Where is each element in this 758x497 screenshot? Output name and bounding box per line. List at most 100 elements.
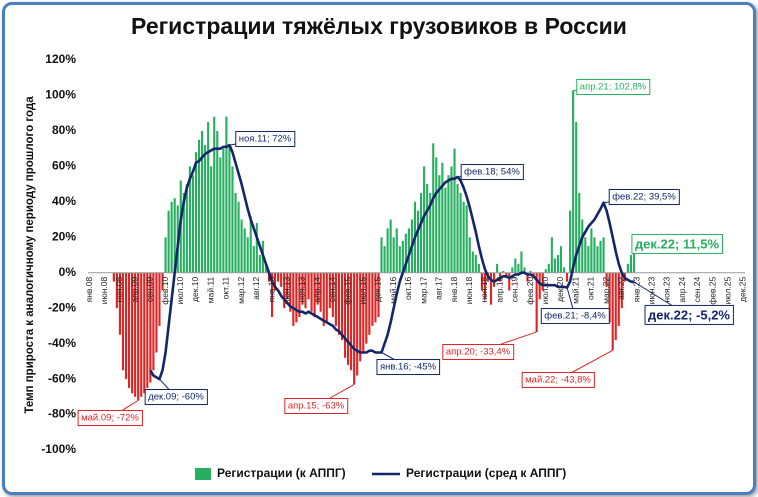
- bar: [526, 272, 529, 282]
- annotation-box: [460, 164, 524, 181]
- bar: [310, 272, 313, 312]
- bar: [234, 192, 237, 273]
- bar: [131, 272, 134, 394]
- x-tick-label: сен.24: [692, 276, 702, 302]
- bar: [632, 252, 636, 273]
- bar: [450, 166, 453, 273]
- bar: [167, 210, 170, 273]
- bar: [444, 187, 447, 273]
- bar: [416, 210, 420, 273]
- bar: [523, 267, 526, 273]
- bar: [155, 272, 158, 353]
- bar: [371, 272, 374, 326]
- x-tick-label: ноя.18: [479, 276, 489, 302]
- y-tick-label: -80%: [48, 407, 76, 421]
- bar: [277, 272, 280, 282]
- x-tick-label: май.21: [570, 276, 580, 303]
- bar: [550, 237, 553, 273]
- bar: [307, 272, 310, 300]
- bar: [359, 272, 362, 362]
- bar: [353, 272, 356, 385]
- bar: [313, 272, 316, 318]
- y-tick-label: -100%: [41, 442, 76, 456]
- bar: [173, 198, 176, 273]
- bar: [456, 184, 459, 273]
- x-tick-label: апр.24: [677, 276, 687, 302]
- bar: [407, 228, 410, 273]
- bar: [115, 272, 118, 309]
- y-tick-label: 40%: [52, 194, 76, 208]
- annotation: май.09; -72%: [77, 399, 143, 427]
- bar: [164, 237, 167, 273]
- bar: [258, 255, 261, 273]
- bar: [356, 272, 359, 376]
- bar: [541, 272, 544, 291]
- bar: [237, 201, 240, 273]
- y-tick-label: -20%: [48, 300, 76, 314]
- x-tick-label: июн.18: [464, 276, 474, 304]
- data-label: ноя.11; 72%: [239, 134, 292, 145]
- y-tick-label: -40%: [48, 336, 76, 350]
- x-tick-label: фев.15: [342, 276, 352, 304]
- bar: [514, 258, 517, 273]
- annotation: май.22; -43,8%: [521, 349, 613, 389]
- bar: [185, 184, 188, 273]
- bar: [222, 148, 225, 273]
- bar: [547, 263, 550, 273]
- bar: [304, 272, 307, 309]
- bar: [146, 272, 149, 388]
- bar: [587, 246, 590, 273]
- legend-swatch: [195, 468, 211, 480]
- bar: [553, 258, 556, 273]
- x-tick-label: ноя.08: [114, 276, 124, 302]
- annotation: фев.22; 39,5%: [603, 189, 680, 206]
- bar: [292, 272, 295, 326]
- bar: [419, 192, 423, 273]
- bar: [191, 175, 195, 273]
- bar: [127, 272, 131, 388]
- bar: [389, 219, 392, 273]
- bar: [283, 272, 286, 309]
- bar: [374, 272, 377, 323]
- bar: [569, 210, 572, 273]
- data-label: янв.16; -45%: [380, 362, 437, 373]
- bar: [298, 272, 301, 318]
- bars: [112, 90, 636, 401]
- bar: [377, 272, 380, 318]
- bar: [152, 272, 155, 371]
- bar: [340, 272, 344, 341]
- data-label: май.09; -72%: [81, 413, 139, 424]
- annotation-box: [144, 389, 208, 406]
- x-tick-label: мар.12: [236, 276, 246, 303]
- x-tick-label: окт.21: [586, 276, 596, 300]
- bar: [465, 205, 468, 273]
- x-tick-label: ноя.13: [297, 276, 307, 302]
- y-tick-label: 120%: [45, 52, 76, 66]
- bar: [334, 272, 337, 326]
- bar: [629, 255, 633, 273]
- x-tick-label: окт.11: [221, 276, 231, 299]
- bar: [432, 143, 435, 273]
- bar: [137, 272, 140, 401]
- annotation-box: [376, 359, 441, 376]
- bar: [264, 263, 268, 273]
- bar: [556, 255, 560, 273]
- bar: [544, 269, 547, 273]
- data-label: апр.20; -33,4%: [446, 347, 511, 358]
- y-tick-label: 100%: [45, 88, 76, 102]
- x-tick-label: дек.10: [190, 276, 200, 301]
- x-tick-label: фев.10: [160, 276, 170, 304]
- legend-label: Регистрации (к АППГ): [217, 466, 346, 480]
- bar: [207, 122, 210, 273]
- bar: [593, 237, 596, 273]
- bar: [161, 272, 164, 291]
- annotation-box: [644, 304, 734, 325]
- bar: [617, 272, 620, 326]
- bar: [562, 267, 566, 273]
- bar: [210, 166, 213, 273]
- x-tick-label: окт.16: [403, 276, 413, 300]
- x-tick-label: июл.25: [723, 276, 733, 304]
- bar: [404, 233, 407, 273]
- bar: [140, 272, 143, 397]
